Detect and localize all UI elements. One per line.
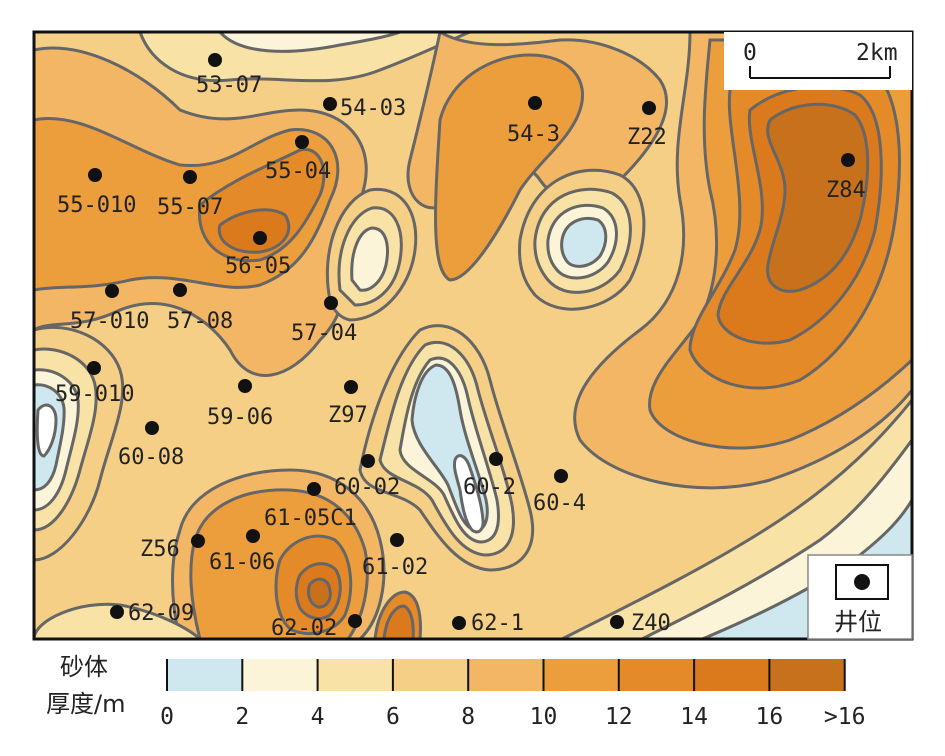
well-label: 56-05 bbox=[225, 254, 291, 279]
well-marker bbox=[183, 170, 197, 184]
well-marker bbox=[88, 168, 102, 182]
well-marker bbox=[554, 469, 568, 483]
well-label: 55-010 bbox=[57, 193, 136, 218]
well-label: 61-06 bbox=[209, 550, 275, 575]
well-marker bbox=[324, 296, 338, 310]
well-label: 60-08 bbox=[118, 445, 184, 470]
legend-title-line2: 厚度/m bbox=[46, 690, 125, 718]
legend-tick-label: 8 bbox=[461, 704, 475, 730]
zone-16-plus-south-high bbox=[306, 577, 332, 609]
scale-start-label: 0 bbox=[743, 40, 757, 66]
zone-10-12-north-central bbox=[434, 53, 585, 282]
well-label: 61-02 bbox=[362, 555, 428, 580]
well-marker bbox=[489, 452, 503, 466]
well-label: 60-02 bbox=[334, 475, 400, 500]
zone-2-4-low-center bbox=[350, 226, 389, 292]
well-label: 53-07 bbox=[196, 73, 262, 98]
well-legend-icon bbox=[854, 574, 870, 590]
well-label: 60-4 bbox=[533, 491, 586, 516]
well-marker bbox=[528, 96, 542, 110]
legend-swatch bbox=[317, 659, 393, 691]
scale-end-label: 2km bbox=[856, 40, 898, 66]
well-marker bbox=[105, 284, 119, 298]
legend-swatch bbox=[694, 659, 770, 691]
legend-title-line1: 砂体 bbox=[60, 653, 108, 681]
well-label: 59-010 bbox=[55, 382, 134, 407]
legend-tick-label: 14 bbox=[680, 704, 708, 730]
legend-tick-label: 6 bbox=[386, 704, 400, 730]
well-label: 60-2 bbox=[463, 475, 516, 500]
color-legend: 砂体 厚度/m 0 2 4 6 8 10 12 14 16 >16 bbox=[46, 653, 865, 730]
legend-tick-label: 12 bbox=[605, 704, 633, 730]
legend-tick-label: 10 bbox=[530, 704, 558, 730]
zone-14-16-south-small bbox=[382, 604, 415, 639]
well-marker bbox=[642, 101, 656, 115]
zone-0-2-oval bbox=[560, 216, 608, 268]
well-legend: 井位 bbox=[807, 554, 913, 640]
well-label: 62-1 bbox=[471, 611, 524, 636]
legend-swatch bbox=[543, 659, 619, 691]
legend-swatch bbox=[468, 659, 544, 691]
legend-tick-label: 4 bbox=[311, 704, 325, 730]
well-marker bbox=[208, 53, 222, 67]
well-label: 55-04 bbox=[265, 159, 331, 184]
well-marker bbox=[452, 616, 466, 630]
legend-tick-label: 16 bbox=[756, 704, 784, 730]
zone-4-6-north bbox=[138, 32, 471, 83]
zone-16-plus-east bbox=[766, 102, 870, 293]
well-label: 62-09 bbox=[128, 601, 194, 626]
well-label: 61-05C1 bbox=[264, 506, 357, 531]
well-marker bbox=[191, 534, 205, 548]
well-marker bbox=[173, 283, 187, 297]
zone-0-lens-core bbox=[453, 454, 485, 534]
legend-swatch bbox=[242, 659, 318, 691]
well-marker bbox=[253, 231, 267, 245]
well-marker bbox=[361, 454, 375, 468]
well-legend-label: 井位 bbox=[834, 608, 882, 636]
well-label: Z40 bbox=[631, 611, 671, 636]
well-marker bbox=[238, 379, 252, 393]
legend-tick-label: 0 bbox=[160, 704, 174, 730]
well-marker bbox=[610, 615, 624, 629]
zone-0-west-core bbox=[35, 403, 58, 458]
well-label: 57-010 bbox=[70, 309, 149, 334]
well-marker bbox=[348, 614, 362, 628]
zone-4-6-southwest bbox=[34, 602, 203, 639]
map-frame bbox=[32, 30, 914, 641]
well-marker bbox=[87, 361, 101, 375]
legend-tick-label: 2 bbox=[235, 704, 249, 730]
legend-swatch bbox=[618, 659, 695, 691]
well-label: 54-03 bbox=[340, 96, 406, 121]
well-marker bbox=[307, 482, 321, 496]
well-marker bbox=[295, 135, 309, 149]
well-marker bbox=[246, 529, 260, 543]
zone-14-16-west bbox=[217, 208, 291, 254]
well-label: Z84 bbox=[826, 178, 866, 203]
legend-swatch bbox=[769, 659, 845, 691]
well-marker bbox=[344, 380, 358, 394]
scale-bar: 0 2km bbox=[724, 32, 912, 90]
well-label: Z22 bbox=[627, 125, 667, 150]
well-marker bbox=[323, 97, 337, 111]
well-label: 57-08 bbox=[167, 309, 233, 334]
legend-tick-label: >16 bbox=[824, 704, 866, 730]
well-marker bbox=[841, 153, 855, 167]
well-label: 62-02 bbox=[271, 616, 337, 641]
well-label: Z97 bbox=[328, 403, 368, 428]
legend-swatch bbox=[167, 659, 243, 691]
well-marker bbox=[145, 421, 159, 435]
well-label: 57-04 bbox=[291, 321, 357, 346]
well-label: 59-06 bbox=[207, 405, 273, 430]
zone-2-4-north bbox=[218, 32, 401, 53]
wells-layer: 53-07 54-03 54-3 Z22 Z84 55-04 55-010 55-07 56-0… bbox=[55, 53, 866, 641]
well-label: 54-3 bbox=[507, 122, 560, 147]
well-marker bbox=[110, 605, 124, 619]
well-label: Z56 bbox=[140, 537, 180, 562]
well-marker bbox=[390, 533, 404, 547]
well-label: 55-07 bbox=[157, 195, 223, 220]
legend-swatch bbox=[392, 659, 469, 691]
